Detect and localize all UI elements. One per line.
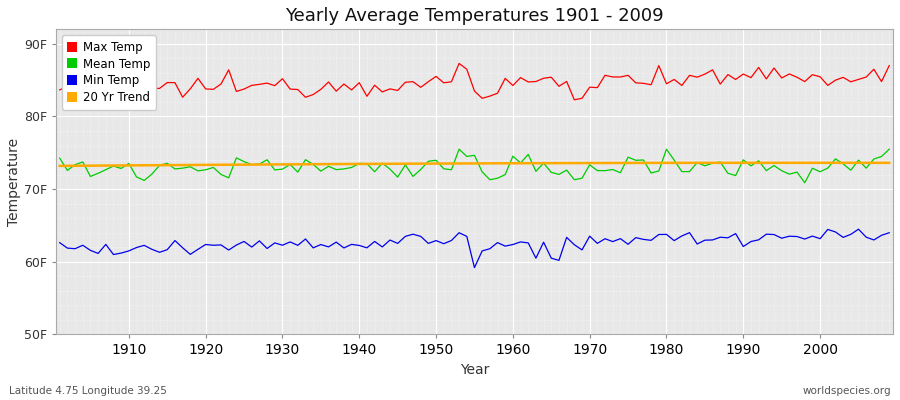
Text: Latitude 4.75 Longitude 39.25: Latitude 4.75 Longitude 39.25 (9, 386, 166, 396)
Text: worldspecies.org: worldspecies.org (803, 386, 891, 396)
X-axis label: Year: Year (460, 363, 490, 377)
Legend: Max Temp, Mean Temp, Min Temp, 20 Yr Trend: Max Temp, Mean Temp, Min Temp, 20 Yr Tre… (62, 35, 157, 110)
Y-axis label: Temperature: Temperature (7, 138, 21, 226)
Title: Yearly Average Temperatures 1901 - 2009: Yearly Average Temperatures 1901 - 2009 (285, 7, 664, 25)
